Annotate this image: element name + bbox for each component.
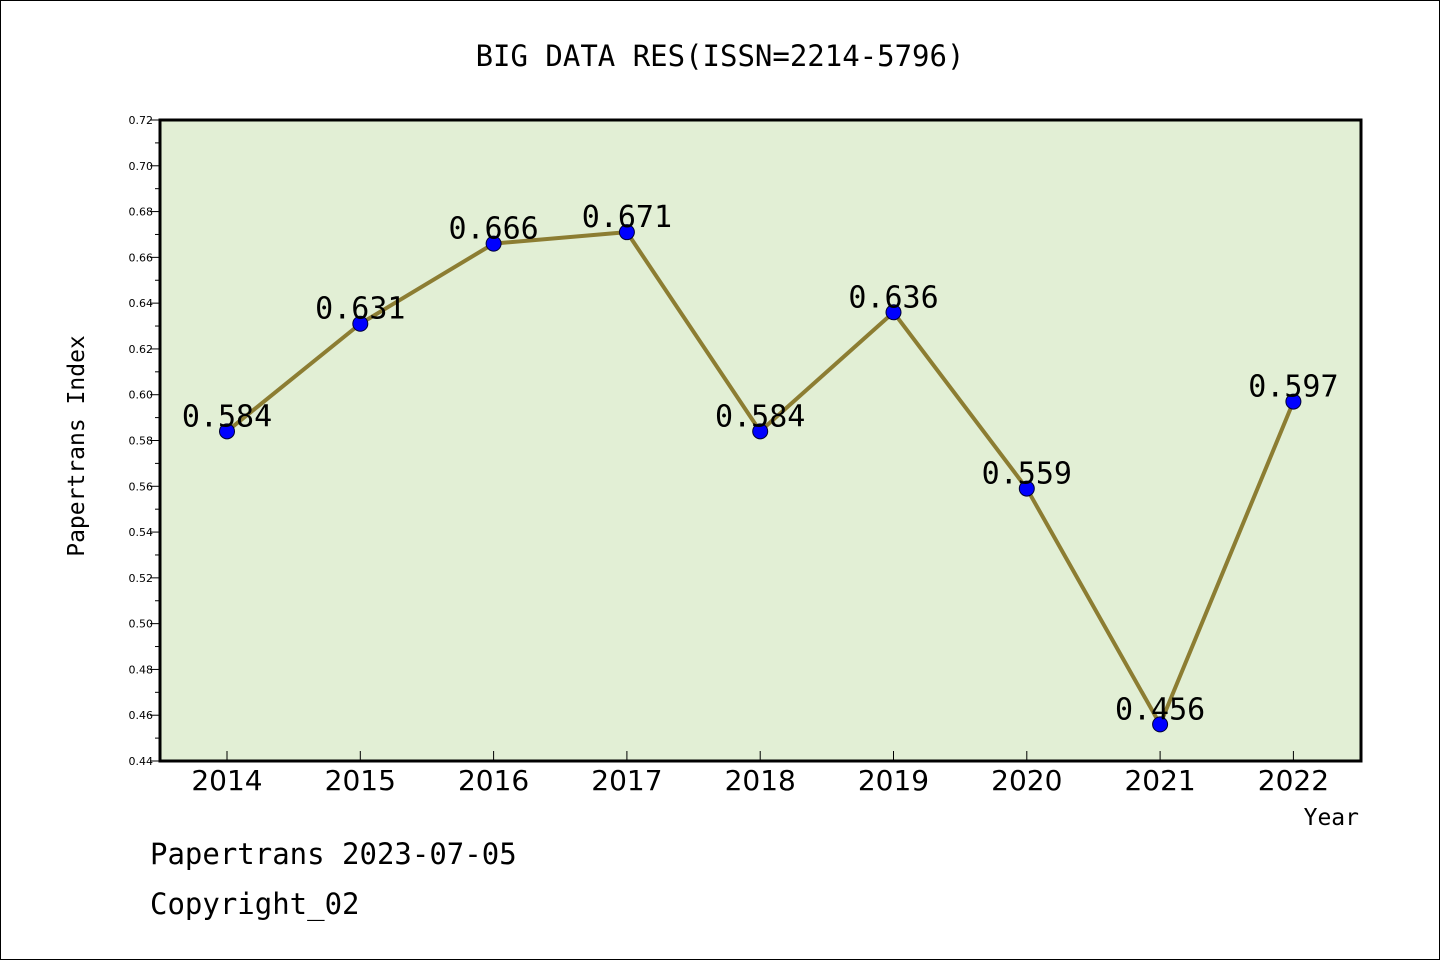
data-point-marker [618, 224, 635, 241]
data-labels: 0.584 0.631 0.666 0.671 0.584 0.636 0.559 0.456… [182, 200, 1339, 727]
y-tick-label: 0.62 [129, 343, 154, 356]
data-point-marker [485, 235, 502, 252]
chart-title: BIG DATA RES(ISSN=2214-5796) [476, 39, 965, 73]
data-label: 0.671 [582, 200, 672, 235]
y-tick-label: 0.52 [129, 572, 154, 585]
data-point-marker [752, 423, 769, 440]
data-point-marker [219, 423, 235, 440]
series-markers [219, 224, 1302, 733]
y-axis-label: Papertrans Index [64, 335, 90, 557]
y-tick-label: 0.66 [129, 251, 154, 264]
data-point-marker [1018, 480, 1035, 497]
x-axis-ticks: 2014 2015 2016 2017 2018 2019 2020 2021 2022 [191, 751, 1329, 797]
x-tick-label: 2019 [858, 764, 929, 797]
data-point-marker [1285, 393, 1302, 410]
y-tick-label: 0.72 [129, 114, 154, 127]
y-tick-label: 0.44 [129, 755, 154, 768]
y-tick-label: 0.50 [129, 618, 154, 631]
y-tick-label: 0.56 [129, 480, 154, 493]
data-point-marker [352, 315, 369, 332]
y-tick-label: 0.68 [129, 206, 154, 219]
y-tick-label: 0.46 [129, 709, 154, 722]
data-label: 0.584 [182, 399, 272, 434]
data-label: 0.456 [1115, 692, 1205, 727]
y-tick-label: 0.64 [129, 297, 154, 310]
data-label: 0.636 [848, 280, 938, 315]
data-point-marker [1152, 716, 1169, 733]
y-tick-label: 0.54 [129, 526, 154, 539]
x-tick-label: 2015 [325, 764, 396, 797]
x-tick-label: 2017 [591, 764, 662, 797]
footer-date-text: Papertrans 2023-07-05 [150, 837, 517, 871]
data-label: 0.597 [1248, 370, 1338, 405]
data-label: 0.584 [715, 399, 805, 434]
y-tick-label: 0.58 [129, 435, 154, 448]
y-tick-label: 0.48 [129, 663, 154, 676]
plot-border [158, 118, 1363, 763]
footer-copyright-text: Copyright_02 [150, 887, 360, 922]
data-label: 0.559 [982, 457, 1072, 492]
x-tick-label: 2020 [991, 764, 1062, 797]
x-tick-label: 2021 [1124, 764, 1195, 797]
y-axis-ticks: 0.44 0.46 0.48 0.50 0.52 0.54 0.56 0.58 0.60 0.62… [129, 114, 160, 768]
x-axis-label: Year [1304, 805, 1359, 831]
data-point-marker [885, 304, 902, 321]
data-label: 0.631 [315, 292, 405, 327]
y-tick-label: 0.70 [129, 160, 154, 173]
x-tick-label: 2022 [1258, 764, 1329, 797]
x-tick-label: 2014 [191, 764, 262, 797]
x-tick-label: 2016 [458, 764, 529, 797]
plot-area [160, 120, 1361, 761]
x-tick-label: 2018 [725, 764, 796, 797]
data-label: 0.666 [448, 212, 538, 247]
y-tick-label: 0.60 [129, 389, 154, 402]
